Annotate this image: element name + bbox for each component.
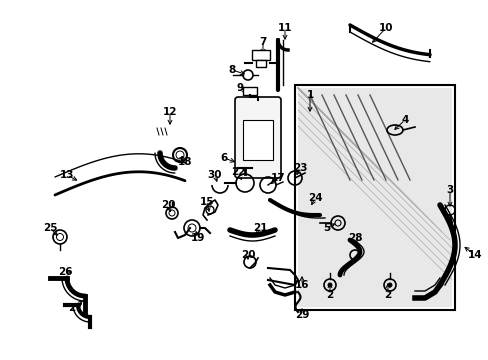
FancyBboxPatch shape: [235, 97, 281, 178]
Text: 10: 10: [378, 23, 392, 33]
Bar: [297, 88, 451, 307]
Text: 18: 18: [177, 157, 192, 167]
Text: 20: 20: [240, 250, 255, 260]
Text: 2: 2: [384, 290, 391, 300]
Text: 30: 30: [207, 170, 222, 180]
Text: 28: 28: [347, 233, 362, 243]
Bar: [294, 85, 454, 310]
Text: 26: 26: [58, 267, 72, 277]
Text: 17: 17: [270, 173, 285, 183]
Text: 20: 20: [161, 200, 175, 210]
Text: 3: 3: [446, 185, 453, 195]
Text: 6: 6: [220, 153, 227, 163]
Text: 1: 1: [306, 90, 313, 100]
Text: 23: 23: [292, 163, 306, 173]
Text: 9: 9: [236, 83, 243, 93]
Text: 19: 19: [190, 233, 205, 243]
Bar: [251, 50, 269, 60]
Text: 13: 13: [60, 170, 74, 180]
Text: 24: 24: [307, 193, 322, 203]
Bar: [243, 120, 272, 160]
Circle shape: [386, 283, 392, 288]
Circle shape: [327, 283, 332, 288]
Text: 25: 25: [42, 223, 57, 233]
Text: 22: 22: [230, 167, 245, 177]
Text: 12: 12: [163, 107, 177, 117]
Text: 21: 21: [252, 223, 267, 233]
Text: 16: 16: [294, 280, 308, 290]
Bar: [256, 60, 265, 67]
Text: 5: 5: [323, 223, 330, 233]
Bar: [243, 87, 257, 95]
Text: 4: 4: [401, 115, 408, 125]
Text: 15: 15: [199, 197, 214, 207]
Text: 2: 2: [325, 290, 333, 300]
Text: 7: 7: [259, 37, 266, 47]
Text: 27: 27: [67, 303, 82, 313]
Text: 8: 8: [228, 65, 235, 75]
Text: 14: 14: [467, 250, 481, 260]
Text: 29: 29: [294, 310, 308, 320]
Text: 11: 11: [277, 23, 292, 33]
